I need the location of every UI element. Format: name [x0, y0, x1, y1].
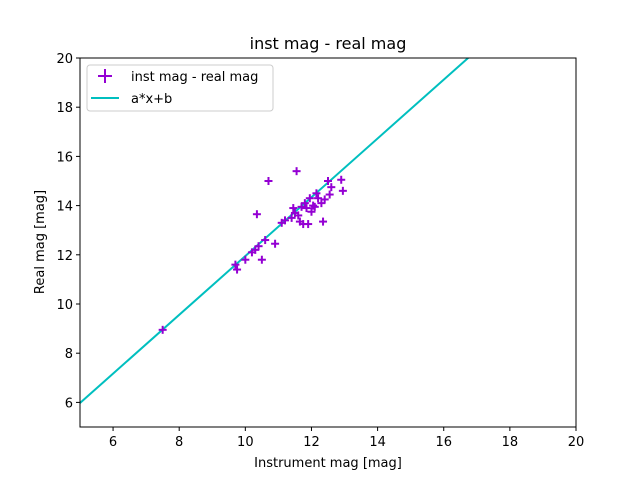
fit-line	[80, 58, 470, 404]
data-point	[257, 255, 266, 264]
chart-title: inst mag - real mag	[250, 34, 407, 53]
data-point	[327, 183, 336, 192]
legend: inst mag - real mag a*x+b	[86, 64, 274, 112]
x-tick-label: 14	[369, 435, 386, 450]
y-tick-label: 16	[56, 150, 73, 165]
legend-box	[86, 64, 274, 112]
legend-marker-scatter	[98, 69, 112, 83]
data-point	[309, 201, 318, 210]
y-tick-label: 6	[65, 396, 73, 411]
data-point	[264, 177, 273, 185]
data-point	[254, 242, 263, 251]
y-tick-label: 14	[56, 200, 73, 215]
data-point	[231, 260, 240, 269]
y-tick-label: 20	[56, 52, 73, 67]
x-axis-ticks: 6 8 10 12 14 16 18 20	[109, 427, 584, 450]
y-tick-label: 18	[56, 101, 73, 116]
x-tick-label: 8	[175, 435, 183, 450]
data-point	[261, 236, 270, 245]
data-point	[281, 216, 290, 225]
plot-area	[80, 58, 470, 404]
data-point	[158, 325, 167, 334]
x-tick-label: 16	[435, 435, 452, 450]
y-tick-label: 8	[65, 347, 73, 362]
legend-label-scatter: inst mag - real mag	[131, 70, 258, 85]
data-point	[271, 239, 280, 248]
y-axis-ticks: 6 8 10 12 14 16 18 20	[56, 52, 80, 411]
data-point	[233, 265, 242, 274]
x-tick-label: 10	[237, 435, 254, 450]
data-point	[320, 195, 329, 204]
x-tick-label: 20	[568, 435, 585, 450]
data-point	[310, 202, 319, 211]
data-point	[300, 199, 309, 208]
data-point	[287, 213, 296, 222]
legend-label-line: a*x+b	[131, 92, 172, 107]
plot-frame	[79, 57, 577, 428]
data-point	[304, 220, 313, 229]
data-point	[302, 204, 311, 213]
x-tick-label: 12	[303, 435, 320, 450]
data-point	[305, 194, 314, 203]
y-axis-label: Real mag [mag]	[33, 190, 48, 294]
data-point	[319, 217, 328, 226]
data-point	[289, 204, 298, 213]
data-point	[338, 186, 347, 195]
x-axis-label: Instrument mag [mag]	[254, 456, 402, 471]
data-point	[307, 207, 316, 216]
y-tick-label: 10	[56, 298, 73, 313]
data-point	[324, 177, 332, 185]
data-point	[241, 255, 250, 264]
data-point	[312, 189, 321, 198]
y-tick-label: 12	[56, 249, 73, 264]
data-point	[337, 175, 346, 184]
data-point	[294, 211, 303, 220]
data-point	[292, 167, 301, 176]
data-point	[314, 194, 323, 203]
data-point	[325, 190, 334, 199]
x-tick-label: 6	[109, 435, 117, 450]
data-point	[252, 210, 261, 219]
x-tick-label: 18	[502, 435, 519, 450]
